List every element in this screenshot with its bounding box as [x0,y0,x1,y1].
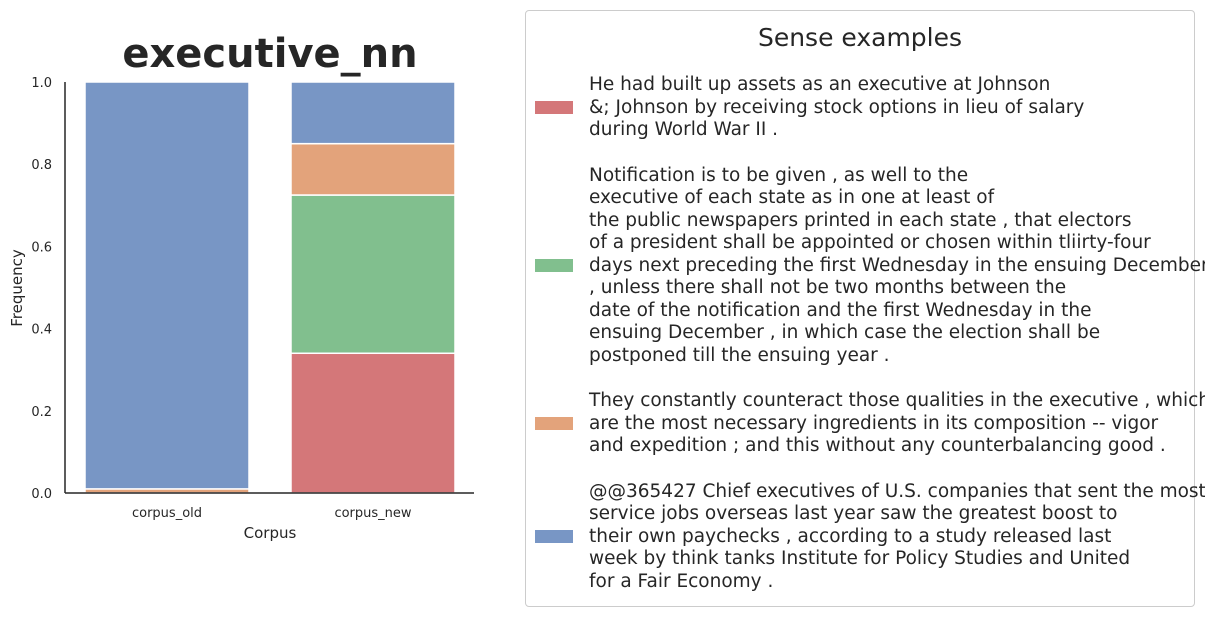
legend-text-line: They constantly counteract those qualiti… [589,390,1205,411]
legend-entry: He had built up assets as an executive a… [526,74,1194,142]
legend-text-line: during World War II . [589,119,779,140]
x-tick-label: corpus_new [334,506,411,521]
y-tick-label: 1.0 [31,76,52,91]
chart-title: executive_nn [122,31,417,77]
legend-swatch-orange [535,417,573,431]
x-axis-label: Corpus [244,524,297,542]
legend-text-line: service jobs overseas last year saw the … [589,503,1118,524]
legend: Sense examples He had built up assets as… [525,10,1205,607]
legend-text-line: postponed till the ensuing year . [589,344,890,366]
legend-text-line: executive of each state as in one at lea… [589,187,995,208]
legend-text: They constantly counteract those qualiti… [589,390,1205,458]
y-axis-label: Frequency [8,249,26,327]
y-tick-labels: 0.0 0.2 0.4 0.6 0.8 1.0 [31,76,52,502]
legend-text-line: days next preceding the first Wednesday … [589,254,1205,276]
legend-text-line: the public newspapers printed in each st… [589,209,1132,231]
legend-text-line: their own paychecks , according to a stu… [589,525,1112,547]
bar-segment-corpus_old-blue [84,81,250,490]
legend-text-line: , unless there shall not be two months b… [589,277,1067,298]
legend-text-line: &; Johnson by receiving stock options in… [589,96,1085,118]
legend-text: @@365427 Chief executives of U.S. compan… [589,480,1205,594]
legend-entry: Notification is to be given , as well to… [526,164,1205,368]
x-tick-labels: corpus_old corpus_new [132,506,412,521]
legend-text-line: @@365427 Chief executives of U.S. compan… [589,480,1205,502]
legend-text-line: ensuing December , in which case the ele… [589,322,1101,343]
legend-swatch-green [535,259,573,273]
bar-group [84,81,456,494]
y-tick-label: 0.0 [31,487,52,502]
legend-text-line: for a Fair Economy . [589,570,774,592]
legend-text-line: are the most necessary ingredients in it… [589,412,1159,434]
legend-text-line: week by think tanks Institute for Policy… [589,548,1131,569]
legend-text-line: date of the notification and the first W… [589,299,1092,321]
bar-segment-corpus_new-green [290,194,456,355]
legend-text-line: He had built up assets as an executive a… [589,74,1051,95]
y-tick-label: 0.4 [31,323,52,338]
x-tick-label: corpus_old [132,506,202,521]
legend-text: He had built up assets as an executive a… [589,74,1190,142]
legend-text-line: Notification is to be given , as well to… [589,164,969,186]
y-tick-label: 0.2 [31,405,52,420]
legend-entry: They constantly counteract those qualiti… [526,390,1205,458]
legend-text: Notification is to be given , as well to… [589,164,1205,368]
legend-swatch-red [535,101,573,115]
y-tick-label: 0.8 [31,158,52,173]
legend-text-line: and expedition ; and this without any co… [589,435,1166,456]
bar-segment-corpus_new-blue [290,81,456,145]
legend-entry: @@365427 Chief executives of U.S. compan… [526,480,1205,594]
legend-text-line: of a president shall be appointed or cho… [589,232,1151,253]
legend-title: Sense examples [757,23,963,52]
stacked-bar-chart: executive_nn 0.0 0.2 0.4 0.6 0.8 1.0 corpus_o… [8,31,474,542]
bar-segment-corpus_new-red [290,352,456,494]
bar-segment-corpus_new-orange [290,142,456,196]
y-tick-label: 0.6 [31,240,52,255]
legend-swatch-blue [535,530,573,544]
